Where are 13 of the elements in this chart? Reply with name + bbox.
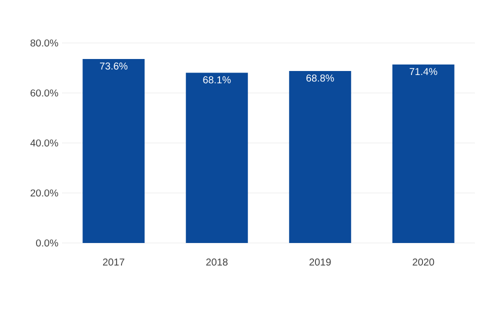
y-tick-label: 80.0% xyxy=(30,39,58,47)
y-tick-label: 20.0% xyxy=(30,189,58,197)
x-tick-label: 2019 xyxy=(310,258,331,266)
data-label: 68.8% xyxy=(306,74,334,82)
y-tick-label: 0.0% xyxy=(36,239,58,247)
y-tick-label: 60.0% xyxy=(30,89,58,97)
data-label: 68.1% xyxy=(203,76,231,84)
x-tick-label: 2018 xyxy=(206,258,228,266)
data-label: 71.4% xyxy=(410,68,438,76)
y-tick-label: 40.0% xyxy=(30,139,58,147)
x-tick-label: 2017 xyxy=(103,258,124,266)
data-label: 73.6% xyxy=(100,62,128,70)
x-tick-label: 2020 xyxy=(412,258,434,266)
